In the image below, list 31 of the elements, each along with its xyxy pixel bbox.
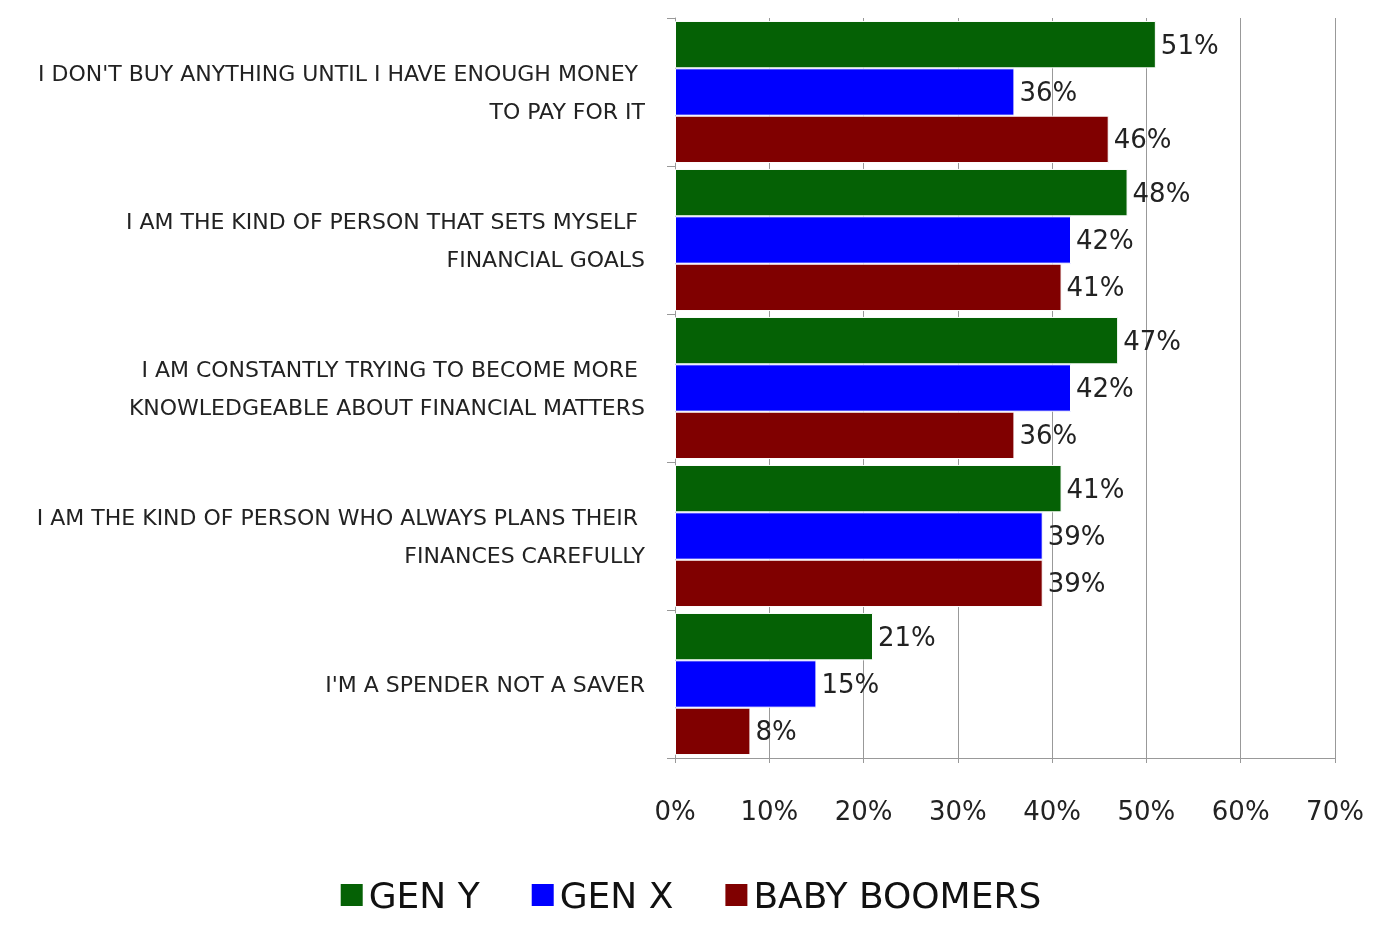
y-tick-label: I DON'T BUY ANYTHING UNTIL I HAVE ENOUGH MONEY TO PAY FOR IT bbox=[37, 60, 646, 124]
data-label: 47% bbox=[1123, 325, 1181, 356]
data-label: 36% bbox=[1019, 420, 1078, 451]
data-label: 41% bbox=[1066, 473, 1125, 504]
legend-label: BABY BOOMERS bbox=[753, 874, 1042, 916]
data-label: 46% bbox=[1113, 124, 1172, 155]
data-label: 42% bbox=[1076, 373, 1134, 403]
data-label: 21% bbox=[878, 621, 936, 652]
data-label: 39% bbox=[1047, 568, 1106, 599]
data-label: 36% bbox=[1019, 77, 1078, 107]
x-tick-label: 20% bbox=[834, 796, 893, 826]
x-tick-label: 60% bbox=[1211, 796, 1270, 826]
x-tick-label: 70% bbox=[1306, 796, 1364, 826]
legend-label: GEN Y bbox=[368, 874, 481, 916]
y-tick-label: I AM THE KIND OF PERSON WHO ALWAYS PLANS THEIR FINANCES CAREFULLY bbox=[36, 504, 646, 568]
data-label: 51% bbox=[1160, 29, 1219, 60]
data-label: 48% bbox=[1132, 177, 1191, 208]
x-tick-label: 40% bbox=[1023, 796, 1082, 826]
y-tick-label: I'M A SPENDER NOT A SAVER bbox=[325, 671, 645, 697]
y-tick-label: I AM THE KIND OF PERSON THAT SETS MYSELF FINANCIAL GOALS bbox=[125, 208, 645, 272]
x-tick-label: 10% bbox=[740, 796, 799, 826]
data-label: 42% bbox=[1076, 225, 1134, 255]
data-label: 41% bbox=[1066, 272, 1125, 303]
y-tick-label: I AM CONSTANTLY TRYING TO BECOME MORE KNOWLEDGEABLE ABOUT FINANCIAL MATTERS bbox=[128, 356, 645, 420]
data-label: 8% bbox=[755, 716, 797, 747]
legend-label: GEN X bbox=[559, 874, 674, 916]
x-tick-label: 0% bbox=[654, 796, 696, 826]
x-tick-label: 30% bbox=[928, 796, 987, 826]
data-label: 39% bbox=[1047, 521, 1106, 551]
x-tick-label: 50% bbox=[1117, 796, 1176, 826]
data-label: 15% bbox=[821, 669, 880, 699]
